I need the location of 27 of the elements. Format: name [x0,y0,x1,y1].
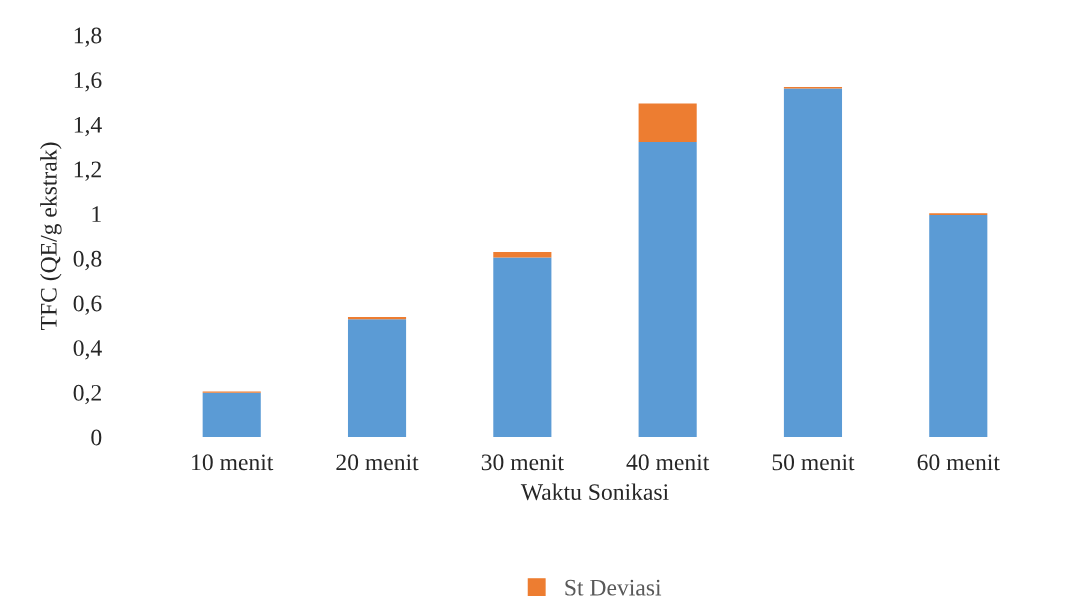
y-axis-title: TFC (QE/g ekstrak) [40,142,62,330]
x-tick-label: 10 menit [192,454,274,471]
bar [638,103,697,142]
bar [493,257,552,437]
bar [638,141,697,437]
y-tick-label: 0 [91,429,102,446]
legend-label: St Deviasi [565,579,662,596]
y-tick-label: 0,4 [73,340,102,360]
x-tick-label: 30 menit [481,454,564,471]
x-tick-label: 20 menit [336,454,419,471]
bar [783,88,843,437]
bar [202,392,261,437]
y-tick-label: 1,8 [74,27,102,47]
y-tick-label: 0,2 [73,384,101,405]
y-tick-label: 1,6 [74,72,102,92]
bar [929,215,988,437]
y-tick-label: 0,6 [73,295,102,315]
y-tick-label: 1,2 [74,161,101,181]
y-tick-label: 0,8 [73,250,102,271]
x-axis-title: Waktu Sonikasi [520,483,669,501]
y-tick-label: 1 [92,206,101,222]
x-tick-label: 50 menit [772,454,855,471]
bar [347,319,407,437]
x-tick-label: 60 menit [917,454,1000,471]
x-tick-label: 40 menit [626,454,710,471]
y-tick-label: 1,4 [74,116,102,137]
bar [493,252,552,258]
